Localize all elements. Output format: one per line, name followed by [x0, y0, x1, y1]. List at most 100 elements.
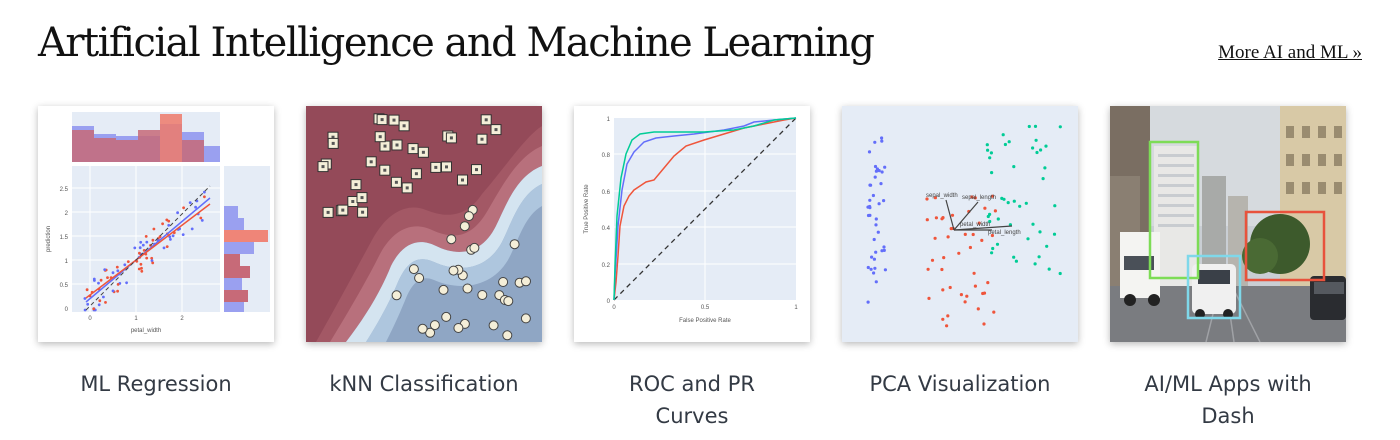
knn-train-point-center — [380, 118, 384, 122]
regression-point — [139, 240, 143, 244]
card-pca-visualization[interactable]: sepal_width sepal_length petal_width pet… — [842, 106, 1078, 400]
regression-point — [115, 265, 119, 269]
roc-curve-blue — [613, 117, 797, 301]
knn-train-point-center — [351, 200, 355, 203]
pca-point — [882, 199, 886, 203]
card-label[interactable]: kNN Classification — [329, 372, 519, 396]
pca-thumbnail[interactable]: sepal_width sepal_length petal_width pet… — [842, 106, 1078, 342]
card-aiml-apps-dash[interactable]: AI/ML Apps with Dash — [1110, 106, 1346, 432]
pca-point — [1003, 142, 1007, 147]
card-knn-classification[interactable]: kNN Classification — [306, 106, 542, 400]
loading-label: petal_length — [988, 230, 1021, 236]
pca-point — [874, 280, 878, 284]
card-ml-regression[interactable]: 2.5 2 1.5 1 0.5 0 0 1 2 petal_width pred… — [38, 106, 274, 400]
regression-point — [145, 240, 149, 244]
knn-test-point — [477, 290, 488, 300]
knn-train-point-center — [361, 210, 365, 214]
detection-boxes — [1148, 140, 1326, 320]
regression-point — [199, 216, 203, 220]
knn-train-point-center — [395, 143, 399, 147]
object-detection-thumbnail[interactable] — [1110, 106, 1346, 342]
card-label[interactable]: PCA Visualization — [869, 372, 1051, 396]
regression-point — [194, 205, 198, 209]
pca-point — [1038, 230, 1042, 234]
pca-chart: sepal_width sepal_length petal_width pet… — [842, 106, 1078, 342]
regression-point — [97, 303, 101, 307]
pca-point — [866, 300, 870, 304]
regression-point — [98, 299, 102, 303]
knn-train-point-center — [394, 180, 398, 184]
regression-fit-line — [85, 197, 211, 303]
pca-point — [941, 216, 945, 220]
card-label[interactable]: ML Regression — [80, 372, 232, 396]
pca-point — [880, 139, 884, 143]
regression-point — [123, 263, 127, 267]
pca-point — [1014, 259, 1018, 263]
pca-point — [882, 248, 886, 252]
knn-test-point — [521, 276, 531, 287]
regression-point — [138, 251, 141, 255]
pca-points — [866, 124, 1062, 328]
regression-point — [85, 288, 89, 292]
knn-train-point-center — [461, 178, 464, 182]
knn-train-point-center — [480, 137, 484, 141]
roc-thumbnail[interactable]: 1 0.8 0.6 0.4 0.2 0 0 0.5 1 False Positi… — [574, 106, 810, 342]
regression-point — [162, 246, 166, 250]
regression-point — [126, 260, 130, 263]
pca-point — [1037, 255, 1041, 259]
pca-point — [1001, 133, 1005, 137]
pca-point — [1033, 124, 1038, 128]
pca-point — [970, 195, 974, 199]
pca-point — [873, 175, 877, 179]
pca-point — [933, 196, 937, 200]
knn-thumbnail[interactable] — [306, 106, 542, 342]
regression-point — [165, 245, 169, 249]
pca-point — [1058, 271, 1062, 276]
regression-point — [99, 278, 103, 282]
pca-point — [1012, 199, 1016, 203]
knn-train-point-center — [369, 160, 373, 164]
pca-point — [982, 291, 987, 295]
pca-point — [1006, 201, 1010, 205]
knn-train-point-center — [383, 168, 387, 172]
knn-test-point — [408, 264, 419, 275]
regression-point — [168, 235, 172, 239]
pca-point — [1031, 222, 1035, 226]
knn-test-point — [414, 273, 425, 283]
pca-point — [873, 266, 877, 270]
pca-point — [993, 209, 997, 213]
y-tick-label: 0.2 — [602, 263, 611, 269]
regression-point — [203, 195, 206, 199]
roc-curve-green — [613, 117, 797, 301]
regression-point — [93, 279, 96, 282]
knn-train-point-center — [360, 196, 364, 200]
more-ai-ml-link[interactable]: More AI and ML » — [1218, 42, 1362, 63]
regression-point — [111, 289, 115, 293]
card-label[interactable]: ROC and PR Curves — [629, 372, 755, 428]
card-label[interactable]: AI/ML Apps with Dash — [1144, 372, 1312, 428]
pca-point — [990, 251, 994, 255]
regression-point — [138, 246, 142, 250]
regression-point — [140, 266, 143, 270]
knn-train-point-center — [326, 210, 330, 214]
pca-point — [873, 140, 877, 144]
card-roc-pr-curves[interactable]: 1 0.8 0.6 0.4 0.2 0 0 0.5 1 False Positi… — [574, 106, 810, 432]
chance-line — [613, 117, 797, 301]
pca-point — [946, 235, 950, 239]
regression-point — [167, 219, 171, 223]
pca-point — [982, 322, 986, 326]
regression-point — [150, 259, 154, 262]
regression-thumbnail[interactable]: 2.5 2 1.5 1 0.5 0 0 1 2 petal_width pred… — [38, 106, 274, 342]
pca-point — [1000, 196, 1004, 200]
pca-point — [963, 300, 967, 304]
regression-point — [144, 235, 148, 238]
pca-point — [868, 198, 872, 202]
y-axis-label: prediction — [46, 226, 52, 252]
pca-point — [870, 255, 874, 259]
pca-point — [1024, 201, 1028, 205]
pca-point — [986, 214, 990, 219]
y-tick-label: 0.8 — [602, 153, 611, 159]
pca-point — [990, 171, 994, 175]
loading-label: sepal_width — [926, 193, 958, 199]
pca-point — [1039, 148, 1043, 152]
